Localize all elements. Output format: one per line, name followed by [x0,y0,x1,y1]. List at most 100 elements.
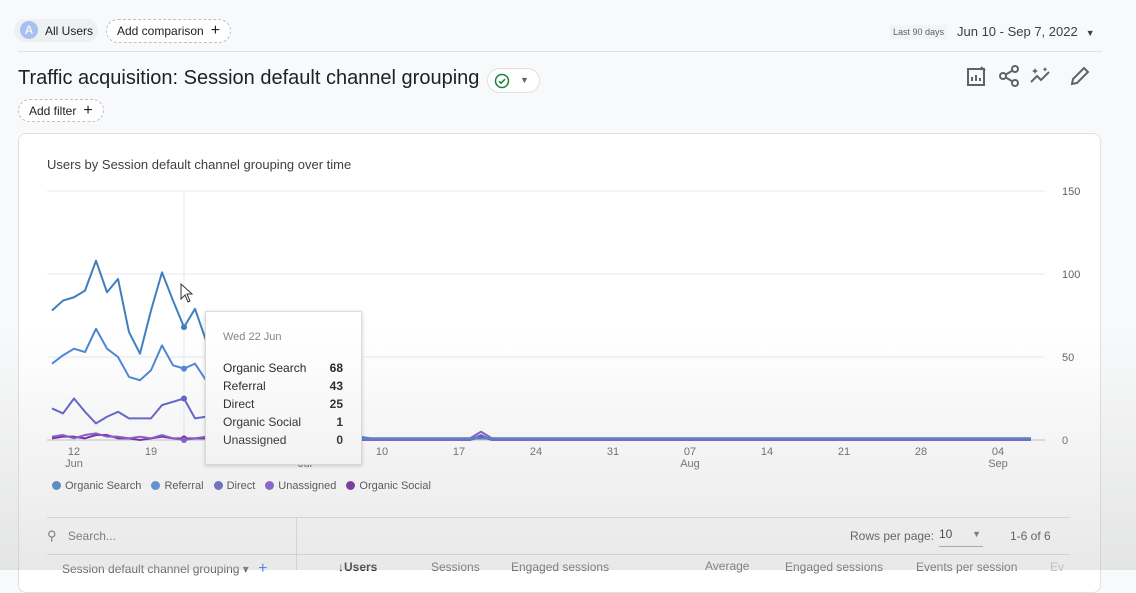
column-header-engaged-sessions[interactable]: Engaged sessions [511,560,610,574]
tooltip-row: Referral 43 [223,379,343,393]
mouse-cursor-icon [180,283,194,303]
column-header-events-per-session[interactable]: Events per session [916,560,1018,574]
search-input[interactable]: Search... [67,529,116,543]
edit-icon[interactable] [1068,64,1092,88]
tooltip-series-label: Organic Social [223,415,302,429]
segment-label[interactable]: All Users [45,24,94,38]
x-tick-label: 10 [376,446,388,458]
hover-point [181,324,187,331]
tooltip-series-label: Direct [223,397,255,411]
y-tick-label: 150 [1062,186,1080,198]
x-tick-label: 17 [453,446,465,458]
plus-icon: + [210,22,221,39]
column-header-dimension[interactable]: Session default channel grouping ▾ + [62,560,268,577]
caret-down-icon: ▼ [1085,28,1095,38]
legend-label: Unassigned [278,480,337,492]
series-line-direct [51,397,1031,440]
add-filter-button[interactable]: Add filter + [18,99,104,122]
x-tick-label: 21 [838,446,850,458]
legend-item[interactable]: Organic Social [346,480,431,492]
column-header-engaged-sessions-per-user[interactable]: Engaged sessions [785,560,884,574]
x-tick-label: 24 [530,446,542,458]
rows-per-page-select[interactable]: 10 ▼ [939,527,983,547]
share-icon[interactable] [997,64,1021,88]
divider [18,51,1102,52]
hover-point [181,365,187,372]
customize-report-icon[interactable] [965,64,989,88]
chart-tooltip: Wed 22 Jun Organic Search 68 Referral 43 Dir… [205,311,362,465]
tooltip-row: Direct 25 [223,397,343,411]
pagination-info: 1-6 of 6 [1010,529,1051,543]
add-comparison-label: Add comparison [117,24,204,38]
legend-item[interactable]: Unassigned [265,480,336,492]
column-label: Session default channel grouping [62,562,240,576]
date-range-picker[interactable]: Jun 10 - Sep 7, 2022 ▼ [957,24,1095,39]
x-tick-label: 12 [68,446,80,458]
column-header-users[interactable]: ↓Users [338,560,378,574]
x-tick-month: Sep [988,458,1008,470]
chart-card [18,133,1101,593]
y-tick-label: 100 [1062,269,1080,281]
plus-icon: + [83,101,93,119]
series-line-organic-search [51,259,1031,440]
x-tick-label: 14 [761,446,773,458]
report-status-dropdown[interactable]: ▼ [487,68,540,93]
tooltip-value: 1 [336,415,343,429]
legend-item[interactable]: Organic Search [52,480,141,492]
x-tick-label: 19 [145,446,157,458]
tooltip-row: Organic Social 1 [223,415,343,429]
hover-point [181,437,187,443]
column-header-sessions[interactable]: Sessions [431,560,480,574]
legend-item[interactable]: Direct [213,480,255,492]
search-field[interactable]: ⚲ Search... [47,528,287,548]
chart-legend: Organic Search Referral Direct Unassigned Or… [52,480,431,492]
search-icon: ⚲ [47,528,57,543]
x-tick-month: Aug [680,458,700,470]
column-divider [296,518,297,570]
insights-icon[interactable] [1029,64,1053,88]
legend-label: Referral [164,480,204,492]
range-label: Last 90 days [890,25,948,39]
x-tick-label: 07 [684,446,696,458]
legend-label: Organic Search [65,480,142,492]
check-circle-icon [494,73,510,89]
caret-down-icon: ▼ [972,529,981,539]
tooltip-series-label: Organic Search [223,361,307,375]
add-filter-label: Add filter [29,103,77,118]
legend-dot-icon [346,481,356,490]
legend-dot-icon [52,481,61,490]
tooltip-row: Organic Search 68 [223,361,343,375]
tooltip-value: 68 [329,361,343,375]
x-tick-label: 28 [915,446,927,458]
y-tick-label: 50 [1062,352,1074,364]
table-top-divider [47,517,1070,518]
legend-dot-icon [151,481,161,490]
column-header-average[interactable]: Average [705,559,750,573]
tooltip-value: 0 [336,433,343,447]
hover-point [181,395,187,402]
legend-item[interactable]: Referral [151,480,204,492]
page-title: Traffic acquisition: Session default cha… [18,67,480,89]
y-tick-label: 0 [1062,435,1068,447]
column-header-event-count[interactable]: Ev [1050,560,1065,574]
line-chart: 15010050012Jun192603Jul1017243107Aug1421… [47,186,1080,470]
tooltip-row: Unassigned 0 [223,433,343,447]
x-tick-label: 04 [992,446,1004,458]
rows-per-page-value: 10 [939,527,953,541]
caret-down-icon: ▼ [520,75,529,85]
x-tick-label: 31 [607,446,619,458]
series-line-referral [51,327,1031,440]
legend-label: Organic Social [359,480,431,492]
legend-dot-icon [265,481,275,490]
tooltip-series-label: Referral [223,379,266,393]
add-comparison-button[interactable]: Add comparison + [106,19,232,43]
rows-per-page-label: Rows per page: [850,529,935,543]
tooltip-value: 25 [329,397,343,411]
tooltip-series-label: Unassigned [223,433,287,447]
x-tick-month: Jun [65,458,83,470]
table-header-divider [47,554,1070,555]
segment-all-users[interactable] [14,19,98,42]
add-dimension-icon[interactable]: + [258,560,268,577]
date-range: Jun 10 - Sep 7, 2022 [957,24,1078,39]
chart-title: Users by Session default channel groupin… [47,157,352,172]
